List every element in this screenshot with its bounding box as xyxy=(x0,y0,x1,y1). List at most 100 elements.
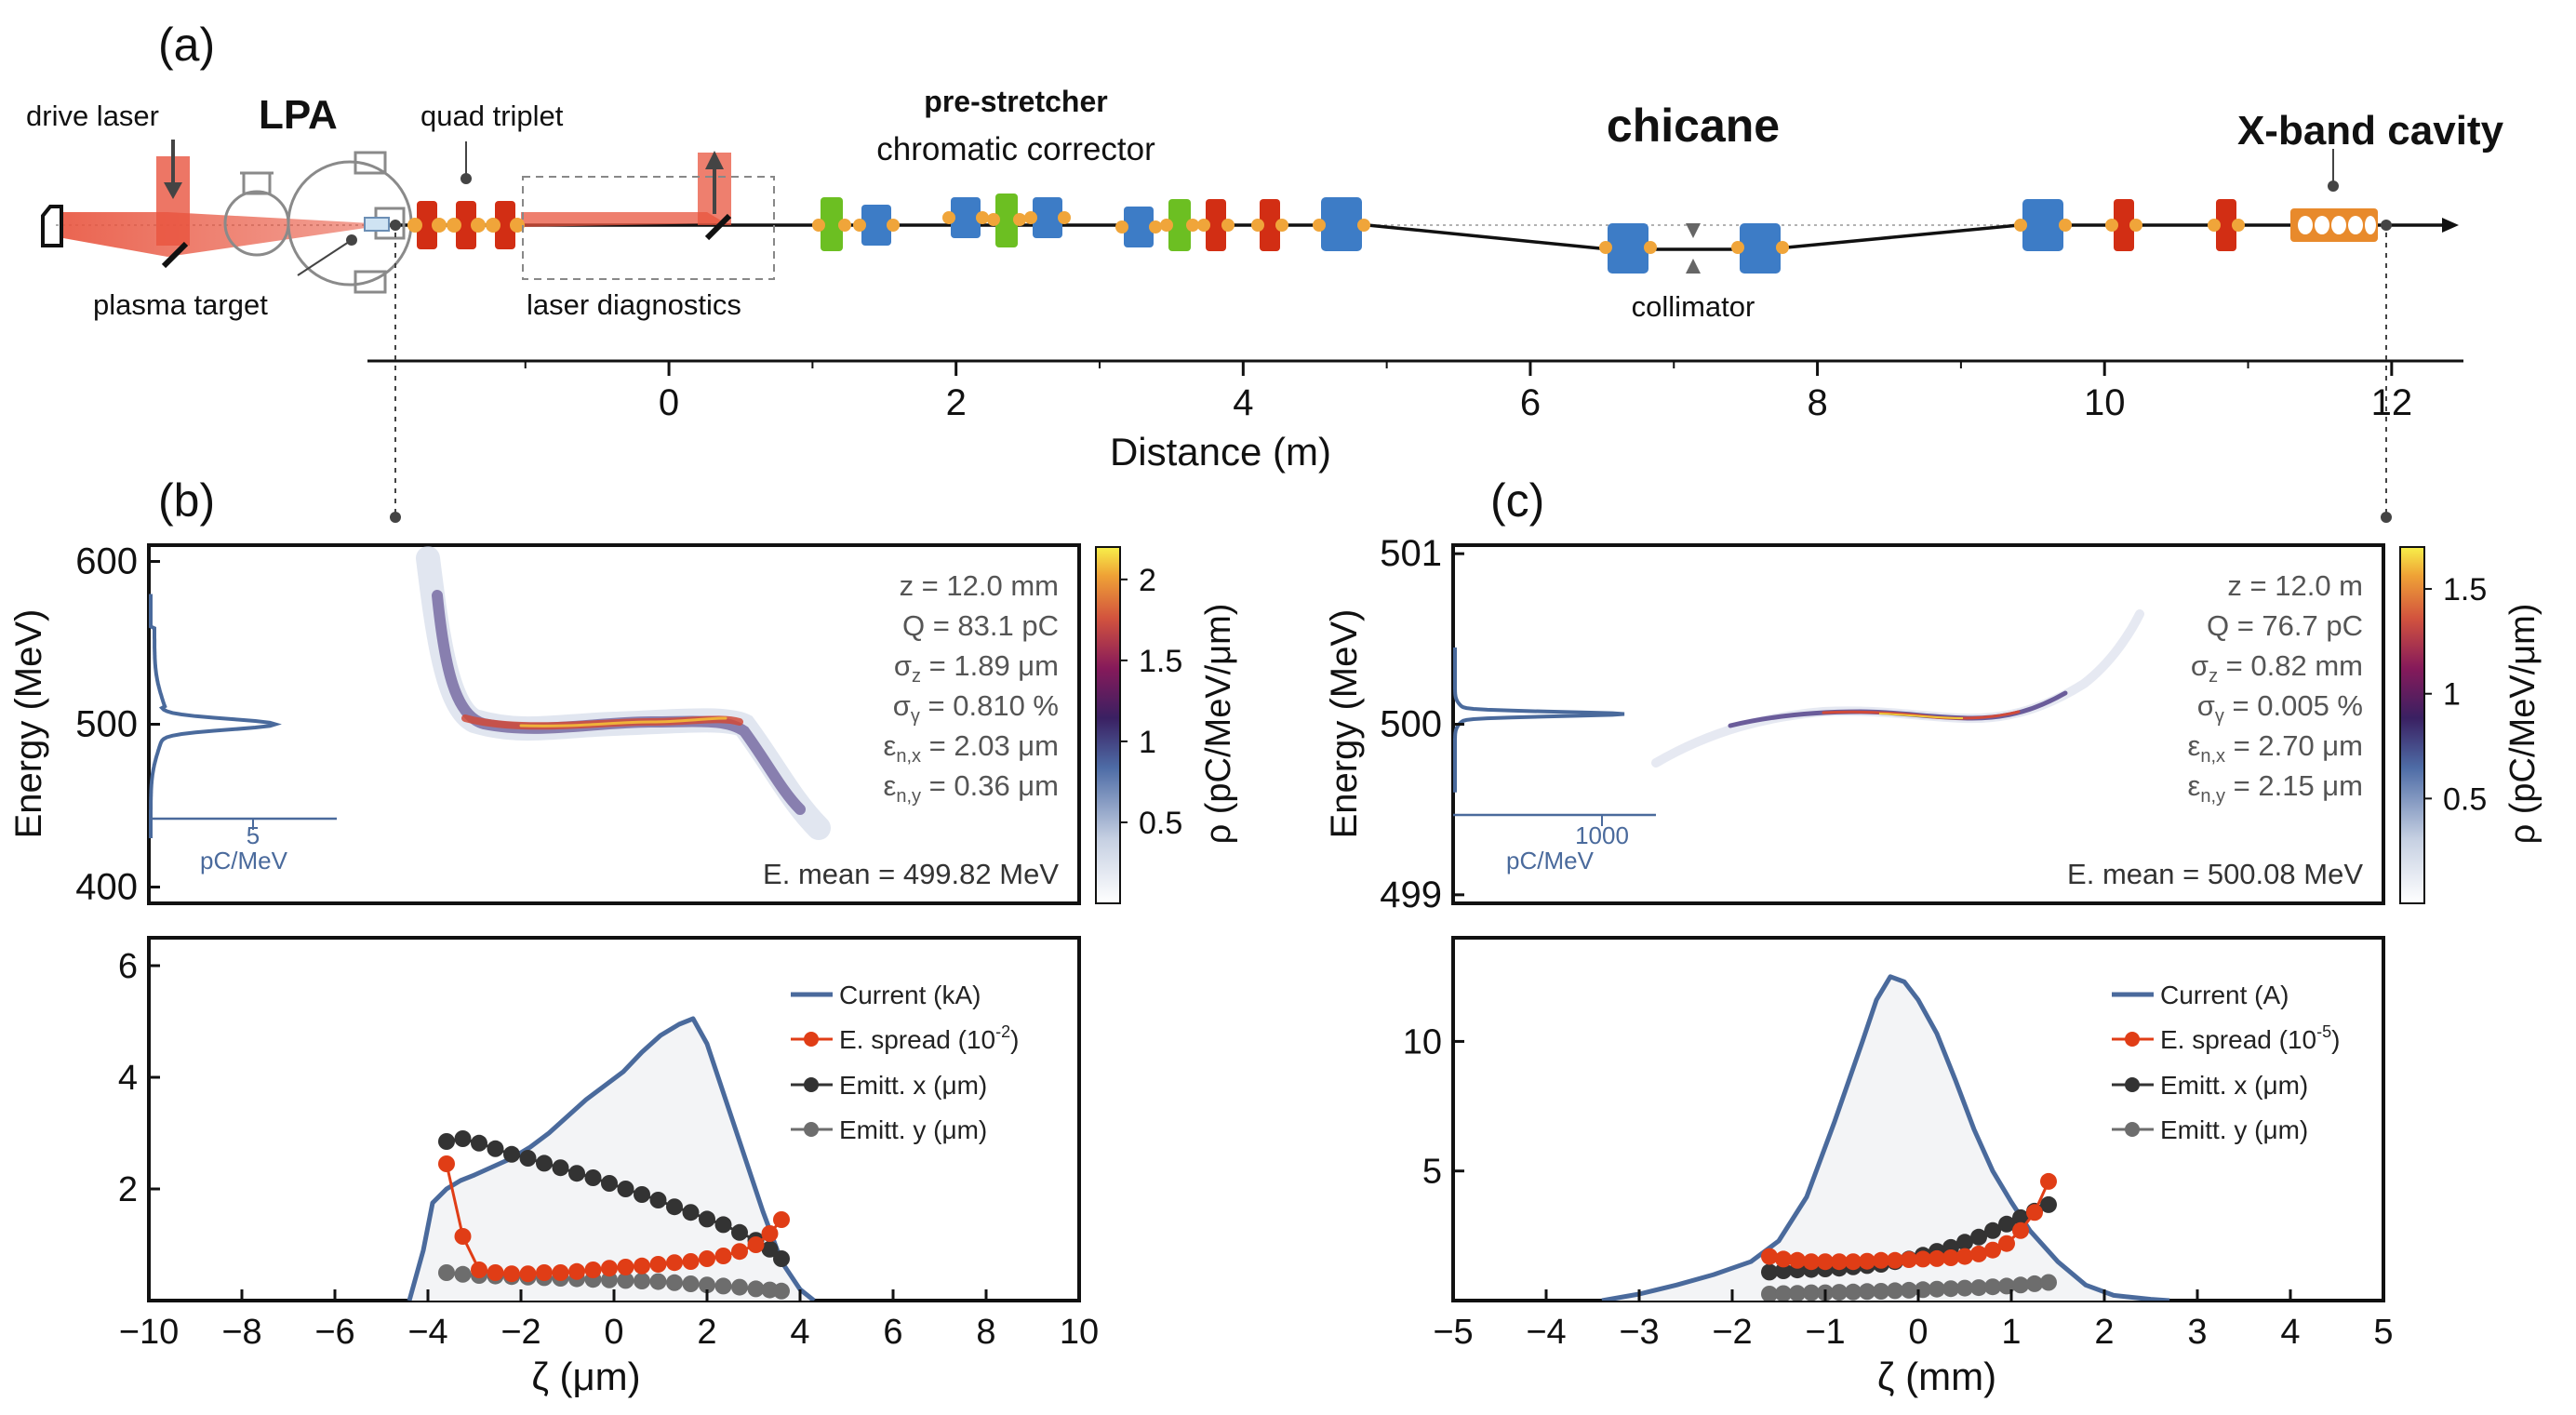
series-point xyxy=(1984,1221,2001,1239)
stat-q-b: Q = 83.1 pC xyxy=(902,609,1059,642)
y-tick-label: 10 xyxy=(1403,1022,1442,1061)
colorbar-ticks-b: 0.5 1 1.5 2 xyxy=(1120,563,1182,841)
distance-tick-label: 6 xyxy=(1520,382,1541,423)
stat-emit-y-c: εn,y = 2.15 μm xyxy=(2188,769,2363,807)
series-point xyxy=(1984,1241,2001,1259)
lpa-label: LPA xyxy=(259,92,338,138)
series-point xyxy=(471,1261,487,1278)
collimator-top-icon xyxy=(1686,223,1701,238)
series-point xyxy=(634,1186,650,1203)
series-point xyxy=(1901,1251,1917,1268)
legend-emitty-marker-b xyxy=(804,1122,819,1137)
series-point xyxy=(714,1216,732,1234)
colorbar-b xyxy=(1095,546,1121,904)
series-point xyxy=(761,1225,779,1242)
energy-mean-b: E. mean = 499.82 MeV xyxy=(763,858,1059,890)
series-point xyxy=(1998,1215,2015,1233)
current-line xyxy=(1601,974,2170,1301)
series-point xyxy=(584,1169,602,1186)
series-point xyxy=(1956,1234,1973,1251)
colorbar-tick-label: 2 xyxy=(1139,563,1156,598)
stat-emit-y-b: εn,y = 0.36 μm xyxy=(884,769,1059,807)
slice-plot-b xyxy=(407,1016,816,1301)
series-point xyxy=(699,1210,715,1228)
colorbar-tick-label: 1 xyxy=(2443,677,2461,713)
series-point xyxy=(536,1155,553,1172)
phase-space-b xyxy=(149,546,831,840)
legend-c: Current (A) E. spread (10-5) Emitt. x (μ… xyxy=(2112,981,2340,1144)
panel-a: (a) xyxy=(26,19,2504,523)
series-point xyxy=(438,1133,455,1150)
series-point xyxy=(1887,1251,1903,1269)
x-tick-label: −6 xyxy=(314,1313,354,1352)
series-point xyxy=(1761,1263,1778,1281)
series-point xyxy=(1775,1285,1792,1301)
laser-beam xyxy=(63,212,372,257)
guide-dot-b xyxy=(390,512,401,523)
series-point xyxy=(1929,1249,1945,1267)
parabolic-mirror-icon xyxy=(41,205,63,247)
energy-tick-label: 499 xyxy=(1380,874,1442,915)
series-point xyxy=(634,1273,650,1289)
series-point xyxy=(1789,1285,1806,1301)
series-point xyxy=(1859,1283,1875,1301)
stat-z-b: z = 12.0 mm xyxy=(900,569,1059,602)
series-point xyxy=(2012,1276,2029,1294)
series-point xyxy=(649,1256,667,1273)
laser-diagnostics-box xyxy=(522,176,775,280)
distance-tick-label: 0 xyxy=(659,382,679,423)
x-tick-label: −3 xyxy=(1619,1313,1659,1352)
legend-current-b: Current (kA) xyxy=(839,981,981,1009)
series-point xyxy=(649,1273,667,1290)
stat-emit-x-c: εn,x = 2.70 μm xyxy=(2188,729,2363,767)
series-point xyxy=(1929,1280,1945,1298)
series-point xyxy=(1859,1252,1875,1270)
series-point xyxy=(666,1274,683,1291)
series-point xyxy=(666,1198,683,1216)
series-point xyxy=(634,1257,650,1275)
series-point xyxy=(1761,1248,1778,1265)
series-line-2 xyxy=(446,1137,782,1261)
energy-tick-label: 400 xyxy=(75,867,138,908)
series-point xyxy=(438,1155,455,1172)
x-tick-label: 0 xyxy=(604,1313,623,1352)
colorbar-tick-label: 1 xyxy=(1139,725,1156,760)
series-point xyxy=(2040,1274,2057,1291)
series-point xyxy=(731,1243,748,1261)
legend-espread-marker-c xyxy=(2125,1032,2140,1047)
chromatic-corrector-label: chromatic corrector xyxy=(876,131,1155,167)
distance-tick-label: 8 xyxy=(1807,382,1827,423)
series-point xyxy=(1984,1278,2001,1296)
chicane-label: chicane xyxy=(1607,100,1780,152)
series-point xyxy=(568,1165,585,1182)
legend-emitty-marker-c xyxy=(2125,1122,2140,1137)
energy-tick-label: 500 xyxy=(75,704,138,745)
legend-current-c: Current (A) xyxy=(2160,981,2289,1009)
colorbar-tick-label: 1.5 xyxy=(2443,572,2487,607)
chicane-dipoles xyxy=(1599,223,1789,274)
energy-axis-ticks-c: 499 500 501 xyxy=(1380,533,1464,915)
x-tick-label: 3 xyxy=(2187,1313,2207,1352)
colorbar-ticks-c: 0.5 1 1.5 xyxy=(2424,572,2487,817)
series-point xyxy=(649,1192,667,1208)
series-point xyxy=(601,1271,618,1288)
x-tick-label: 6 xyxy=(883,1313,902,1352)
diag-mirror-icon xyxy=(704,213,732,241)
series-point xyxy=(682,1204,700,1221)
legend-emittx-c: Emitt. x (μm) xyxy=(2160,1071,2308,1100)
x-tick-label: −2 xyxy=(501,1313,541,1352)
drive-laser-beam xyxy=(156,156,190,246)
energy-projection-b xyxy=(149,594,282,838)
series-point xyxy=(1831,1284,1848,1301)
series-point xyxy=(714,1248,732,1264)
series-point xyxy=(1942,1249,1959,1266)
series-point xyxy=(519,1150,537,1167)
y-tick-label: 6 xyxy=(118,947,138,986)
series-point xyxy=(454,1228,472,1245)
series-point xyxy=(503,1265,520,1283)
series-point xyxy=(1761,1286,1778,1301)
x-tick-label: −4 xyxy=(407,1313,447,1352)
series-point xyxy=(1887,1282,1903,1300)
series-point xyxy=(1956,1248,1973,1265)
series-point xyxy=(503,1145,520,1163)
